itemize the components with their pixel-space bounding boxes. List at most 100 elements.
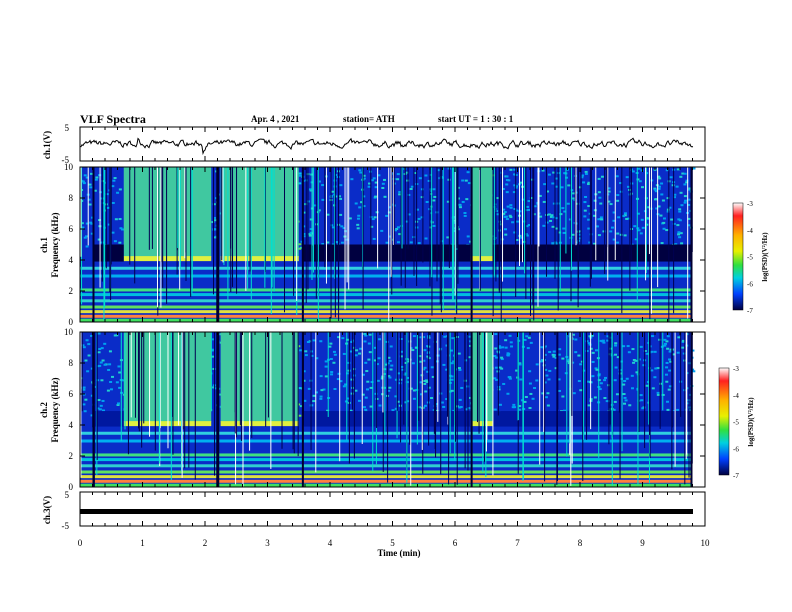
spectrogram-cell (317, 180, 321, 183)
spectrogram-cell (535, 379, 539, 382)
spectrogram-cell (614, 167, 616, 260)
spectrogram-cell (518, 362, 522, 365)
spectrogram-cell (597, 218, 601, 221)
spectrogram-cell (520, 399, 524, 402)
spectrogram-cell (571, 333, 575, 336)
spectrogram-cell (680, 332, 682, 417)
ch2-spectrogram-ylabel-channel: ch.2 (39, 402, 49, 418)
spectrogram-cell (591, 375, 595, 378)
spectrogram-cell (354, 202, 358, 205)
spectrogram-cell (630, 374, 634, 377)
spectrogram-cell (331, 190, 335, 193)
spectrogram-cell (337, 336, 341, 339)
spectrogram-cell (506, 392, 510, 395)
figure-title: VLF Spectra (80, 112, 146, 126)
spectrogram-cell (420, 196, 424, 199)
spectrogram-cell (512, 403, 516, 406)
spectrogram-cell (529, 392, 533, 395)
spectrogram-cell (249, 167, 251, 272)
spectrogram-cell (242, 332, 244, 487)
spectrogram-cell (665, 169, 669, 172)
spectrogram-cell (614, 366, 618, 369)
y-tick-label: 10 (64, 162, 74, 172)
spectrogram-cell (446, 236, 450, 239)
spectrogram-cell (301, 411, 471, 427)
spectrogram-cell (495, 378, 499, 381)
spectrogram-cell (493, 408, 497, 411)
spectrogram-cell (554, 217, 558, 220)
spectrogram-cell (673, 167, 675, 314)
spectrogram-cell (506, 354, 510, 357)
spectrogram-cell (504, 233, 508, 236)
spectrogram-cell (80, 274, 693, 278)
spectrogram-cell (293, 167, 295, 296)
spectrogram-cell (465, 198, 469, 201)
spectrogram-cell (470, 167, 493, 257)
spectrogram-cell (619, 332, 621, 479)
spectrogram-cell (678, 236, 682, 239)
spectrogram-cell (418, 360, 422, 363)
spectrogram-cell (103, 363, 107, 366)
spectrogram-cell (583, 332, 585, 440)
spectrogram-cell (222, 167, 224, 263)
spectrogram-cell (413, 167, 415, 276)
spectrogram-cell (593, 214, 597, 217)
spectrogram-cell (584, 172, 588, 175)
spectrogram-cell (602, 341, 606, 344)
spectrogram-cell (640, 399, 644, 402)
spectrogram-cell (401, 368, 405, 371)
spectrogram-cell (623, 214, 627, 217)
spectrogram-cell (352, 346, 356, 349)
spectrogram-cell (429, 188, 433, 191)
x-tick-label: 7 (515, 538, 520, 548)
spectrogram-cell (502, 167, 504, 282)
spectrogram-cell (433, 332, 435, 434)
spectrogram-cell (406, 332, 408, 483)
spectrogram-cell (194, 332, 196, 480)
spectrogram-cell (319, 375, 323, 378)
colorbar-tick-label: -6 (733, 445, 739, 453)
spectrogram-cell (668, 358, 672, 361)
spectrogram-cell (464, 179, 468, 182)
spectrogram-cell (284, 167, 286, 313)
spectrogram-cell (616, 199, 620, 202)
spectrogram-cell (232, 167, 234, 287)
spectrogram-cell (622, 345, 626, 348)
spectrogram-cell (539, 215, 543, 218)
spectrogram-cell (555, 227, 559, 230)
spectrogram-cell (519, 378, 523, 381)
spectrogram-cell (84, 398, 88, 401)
spectrogram-cell (597, 379, 601, 382)
spectrogram-cell (559, 167, 561, 292)
spectrogram-cell (362, 167, 364, 270)
spectrogram-cell (298, 174, 302, 177)
spectrogram-cell (411, 349, 415, 352)
spectrogram-cell (367, 185, 371, 188)
spectrogram-cell (118, 371, 122, 374)
spectrogram-cell (170, 332, 172, 481)
spectrogram-cell (458, 204, 462, 207)
spectrogram-cell (80, 458, 693, 462)
spectrogram-cell (212, 216, 216, 219)
spectrogram-cell (355, 349, 359, 352)
spectrogram-cell (492, 167, 494, 317)
x-tick-label: 9 (640, 538, 645, 548)
spectrogram-cell (324, 360, 328, 363)
spectrogram-cell (440, 332, 442, 475)
spectrogram-cell (361, 373, 365, 376)
spectrogram-cell (615, 175, 619, 178)
spectrogram-cell (134, 167, 136, 284)
spectrogram-cell (606, 339, 610, 342)
spectrogram-cell (634, 238, 638, 241)
spectrogram-cell (688, 332, 690, 470)
spectrogram-cell (80, 305, 693, 309)
spectrogram-cell (665, 400, 669, 403)
spectrogram-cell (397, 372, 401, 375)
spectrogram-cell (655, 207, 659, 210)
spectrogram-cell (631, 170, 635, 173)
spectrogram-cell (83, 410, 87, 413)
spectrogram-cell (373, 196, 377, 199)
spectrogram-cell (507, 179, 511, 182)
spectrogram-cell (552, 171, 556, 174)
x-tick-label: 3 (265, 538, 270, 548)
